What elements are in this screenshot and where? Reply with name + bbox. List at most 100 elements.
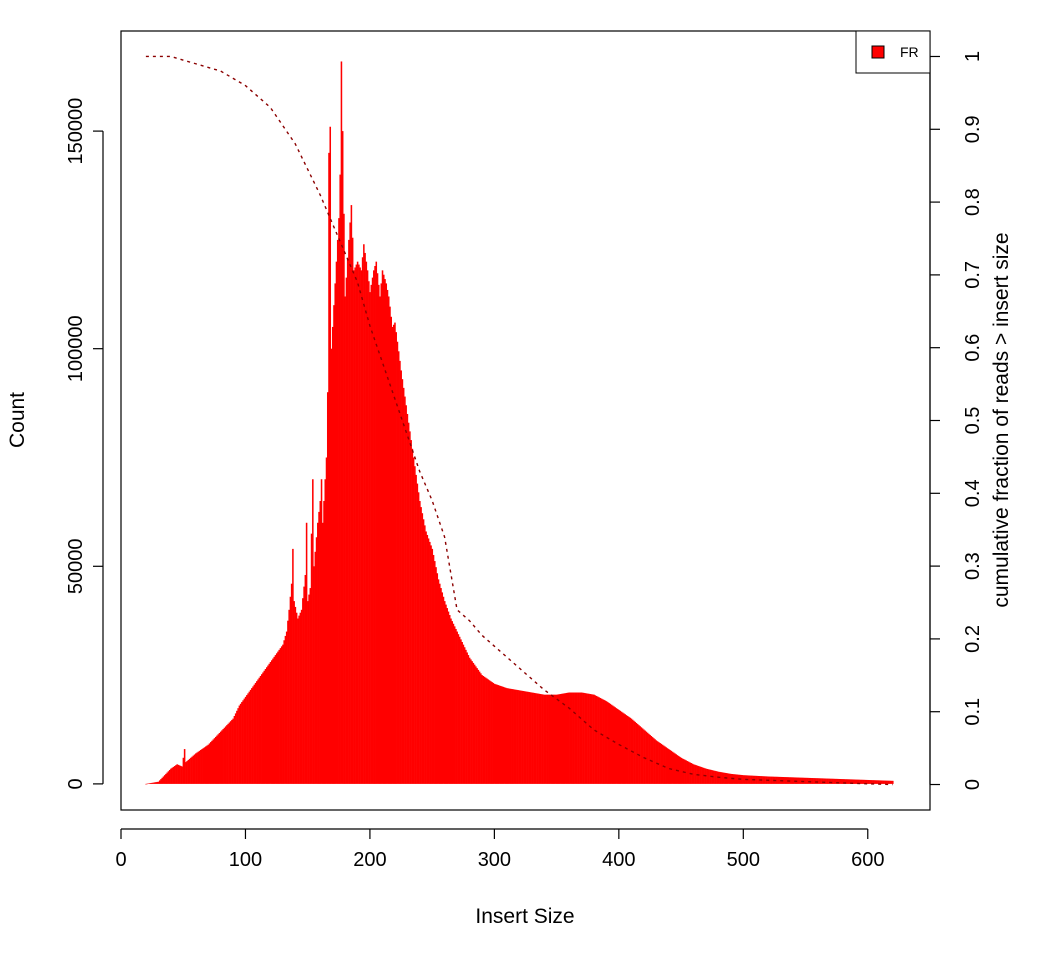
histogram-bar (455, 628, 457, 784)
histogram-bar (157, 781, 160, 784)
histogram-bar (624, 714, 626, 784)
histogram-bar (153, 782, 156, 784)
histogram-bar (748, 775, 751, 784)
histogram-bar (284, 635, 287, 784)
histogram-bar (343, 213, 345, 784)
histogram-bar (804, 777, 807, 784)
histogram-bar (874, 780, 877, 784)
histogram-bar (458, 636, 461, 784)
histogram-bar (359, 267, 361, 784)
histogram-bar (256, 681, 258, 784)
histogram-bar (878, 780, 880, 784)
histogram-bar (196, 752, 198, 784)
histogram-bar (532, 692, 534, 784)
histogram-bar (402, 387, 405, 784)
histogram-bar (305, 522, 308, 784)
histogram-bar (378, 284, 380, 784)
histogram-bar (847, 779, 849, 784)
histogram-bar (335, 261, 338, 784)
histogram-bar (443, 601, 446, 784)
histogram-bar (621, 712, 624, 784)
histogram-bar (597, 696, 599, 784)
histogram-bar (629, 717, 631, 784)
histogram-bar (211, 740, 213, 784)
histogram-bar (214, 736, 217, 784)
histogram-bar (457, 634, 460, 784)
histogram-bar (467, 655, 470, 784)
histogram-bar (686, 761, 689, 784)
histogram-bar (542, 694, 544, 784)
histogram-bar (435, 567, 437, 784)
histogram-bar (770, 776, 772, 784)
histogram-bar (356, 261, 359, 784)
histogram-bar (614, 707, 617, 784)
histogram-bar (838, 778, 841, 784)
histogram-bar (513, 689, 516, 784)
legend-swatch-fr (871, 45, 885, 59)
histogram-bar (837, 778, 839, 784)
histogram-bar (534, 693, 537, 784)
histogram-bar (431, 548, 434, 784)
histogram-bar (536, 693, 538, 784)
histogram-bar (310, 533, 313, 784)
histogram-bar (263, 670, 266, 784)
histogram-bar (613, 706, 615, 784)
histogram-bar (695, 765, 697, 784)
histogram-bar (669, 749, 671, 784)
histogram-bar (258, 677, 261, 784)
histogram-bar (771, 776, 773, 784)
histogram-bar (845, 779, 848, 784)
histogram-bar (653, 738, 655, 784)
histogram-bar (720, 772, 722, 784)
histogram-bar (526, 691, 528, 784)
histogram-bar (699, 766, 701, 784)
histogram-bar (548, 694, 551, 784)
histogram-bar (612, 705, 614, 784)
histogram-bar (456, 631, 458, 784)
histogram-bar (641, 728, 644, 784)
histogram-bar (785, 777, 787, 784)
histogram-bar (792, 777, 795, 784)
legend-label-fr: FR (900, 44, 919, 60)
histogram-bar (315, 537, 318, 784)
histogram-bar (859, 779, 862, 784)
histogram-bar (424, 525, 426, 784)
histogram-bar (404, 396, 406, 784)
histogram-bar (416, 483, 419, 784)
histogram-bar (203, 747, 206, 784)
histogram-bar (549, 694, 552, 784)
histogram-bar (336, 239, 339, 784)
histogram-bar (228, 722, 231, 784)
histogram-bar (670, 750, 673, 784)
histogram-bar (205, 746, 207, 784)
histogram-bar (574, 692, 577, 784)
histogram-bar (654, 739, 656, 784)
histogram-bar (592, 694, 594, 784)
histogram-bar (432, 554, 435, 784)
histogram-bar (333, 305, 335, 784)
histogram-bar (208, 743, 211, 784)
histogram-bar (692, 764, 695, 784)
histogram-bar (527, 691, 529, 784)
histogram-bar (751, 775, 753, 784)
histogram-bar (722, 772, 725, 784)
histogram-bar (782, 777, 785, 784)
histogram-bar (162, 776, 165, 784)
histogram-bar (307, 601, 309, 784)
histogram-bar (786, 777, 788, 784)
histogram-bar (655, 740, 658, 784)
histogram-bar (279, 648, 282, 784)
histogram-bar (743, 775, 746, 784)
histogram-bar (219, 731, 222, 784)
histogram-bar (389, 306, 391, 784)
histogram-bar (270, 660, 273, 784)
histogram-bar (502, 686, 505, 784)
histogram-bar (850, 779, 853, 784)
histogram-bar (234, 713, 237, 784)
histogram-bar (547, 694, 549, 784)
histogram-bar (858, 779, 860, 784)
histogram-bar (848, 779, 851, 784)
histogram-bar (712, 770, 715, 784)
histogram-bar (280, 646, 283, 784)
histogram-bar (294, 606, 297, 784)
